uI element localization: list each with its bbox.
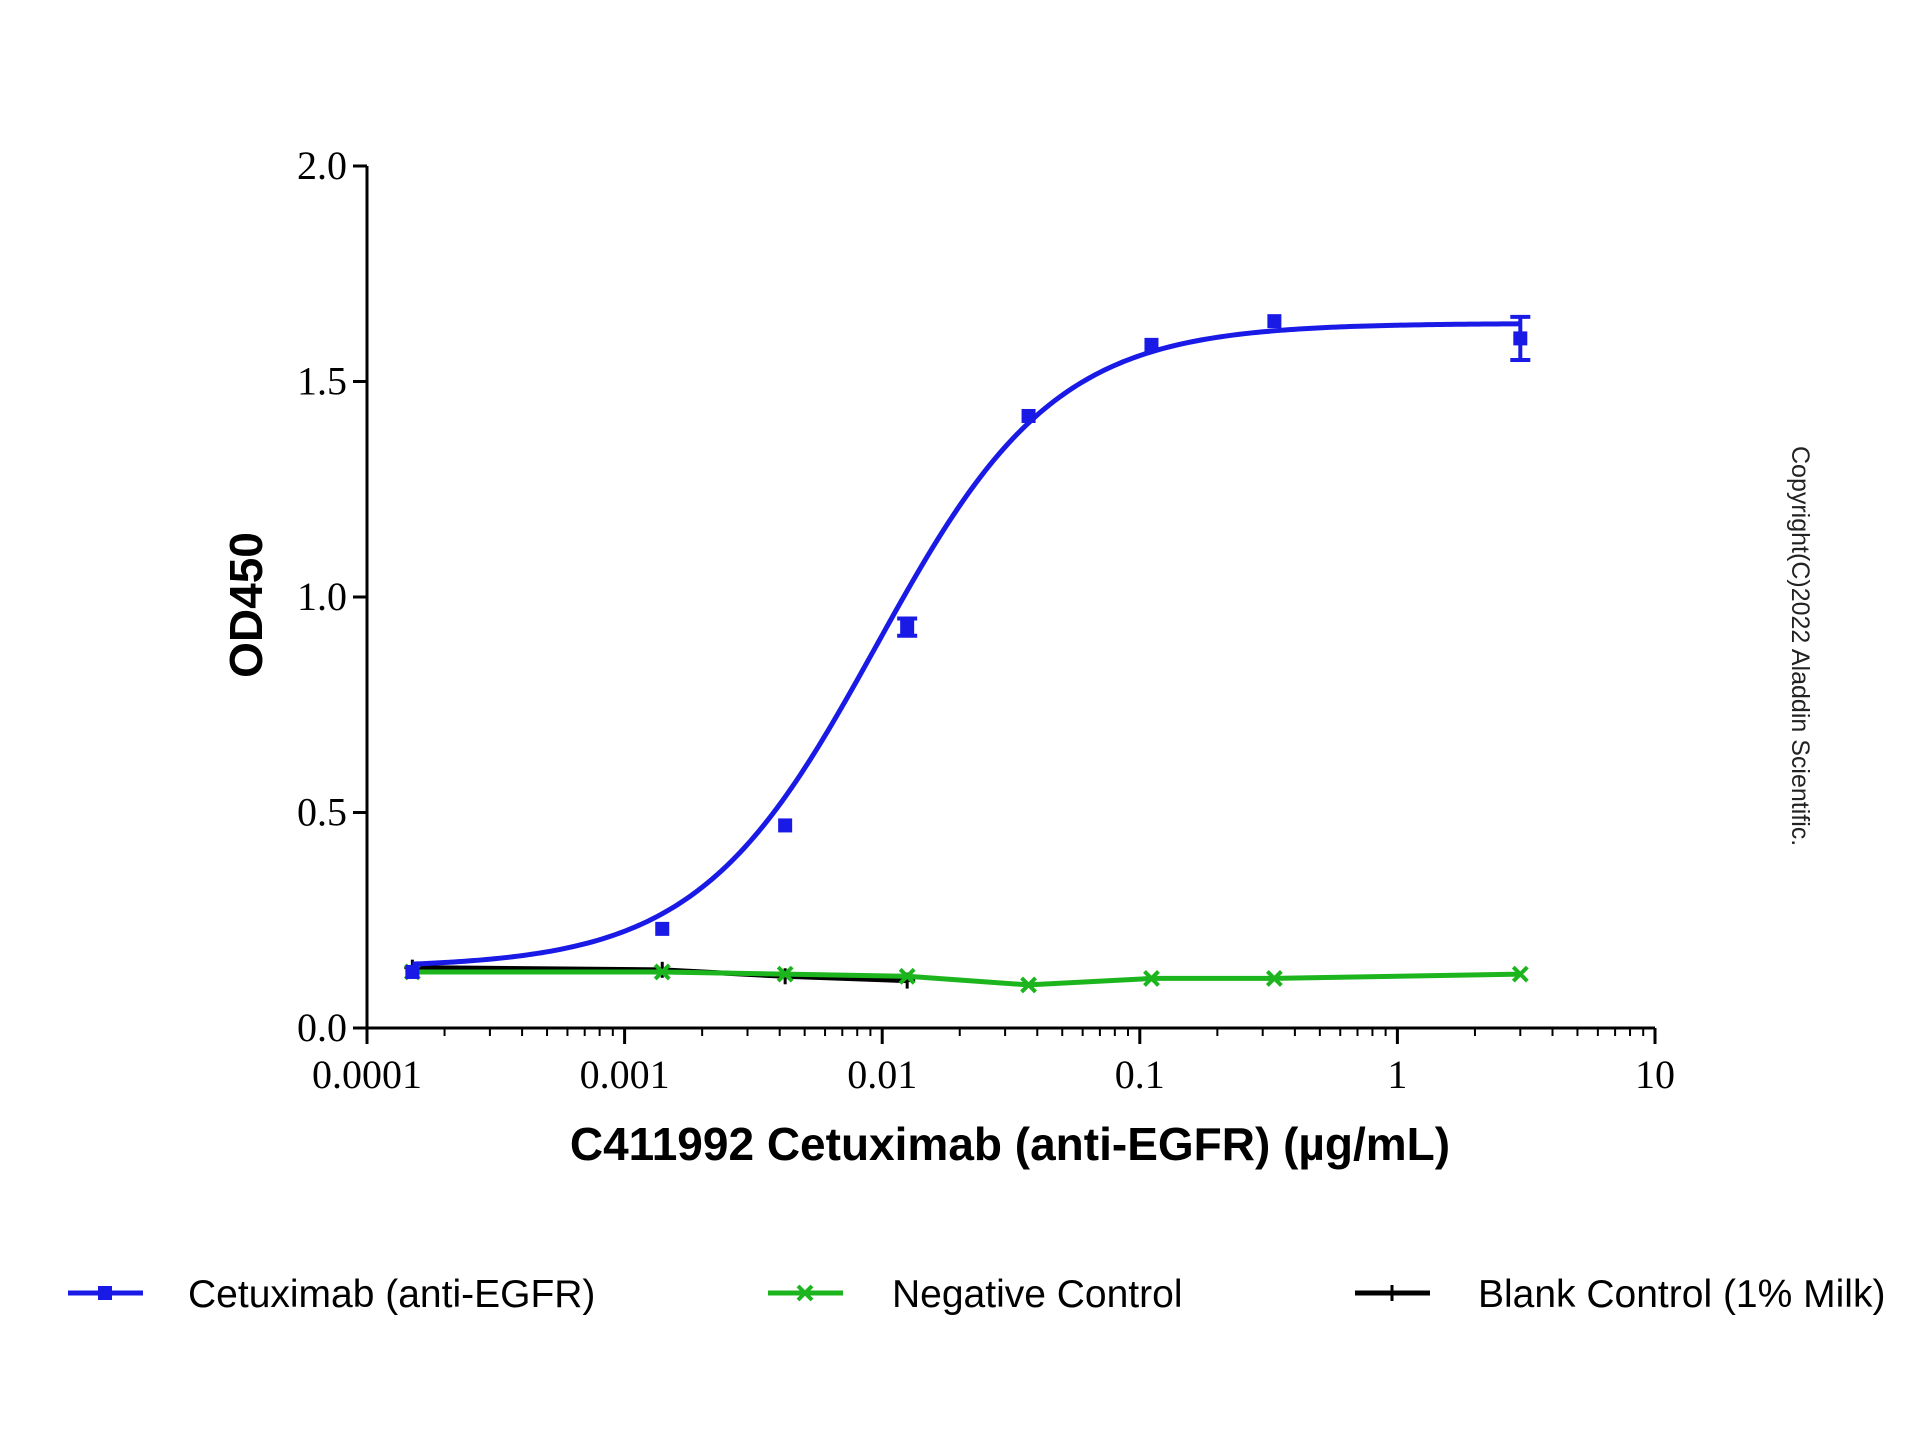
data-point-stroke <box>1143 970 1160 987</box>
axes: 0.0 0.5 1.0 1.5 2.0 0.0001 0.001 0.01 0.1 1 10 <box>297 143 1675 1097</box>
y-ticks: 0.0 0.5 1.0 1.5 2.0 <box>297 143 367 1050</box>
y-axis-title: OD450 <box>220 532 272 678</box>
data-point <box>1511 965 1529 983</box>
data-point <box>900 620 915 635</box>
data-point <box>1143 970 1160 987</box>
data-point <box>1020 976 1037 994</box>
data-point <box>655 921 670 936</box>
data-point <box>1513 331 1528 346</box>
plot-area <box>403 314 1531 994</box>
data-point <box>778 818 793 833</box>
data-point <box>405 964 420 979</box>
data-point <box>1144 337 1159 352</box>
x-tick-label: 0.1 <box>1115 1052 1165 1097</box>
x-tick-label: 0.0001 <box>312 1052 422 1097</box>
y-tick-label: 0.0 <box>297 1005 347 1050</box>
data-point-stroke <box>1511 965 1529 983</box>
data-point <box>1267 314 1282 329</box>
x-axis-title: C411992 Cetuximab (anti-EGFR) (µg/mL) <box>570 1118 1450 1170</box>
data-point-stroke <box>898 967 916 985</box>
y-tick-label: 2.0 <box>297 143 347 188</box>
y-tick-label: 1.0 <box>297 574 347 619</box>
data-point <box>776 965 794 983</box>
legend-marker <box>796 1284 814 1302</box>
x-tick-label: 0.01 <box>847 1052 917 1097</box>
legend-label: Blank Control (1% Milk) <box>1478 1273 1885 1316</box>
x-tick-label: 0.001 <box>580 1052 670 1097</box>
data-point <box>653 963 671 981</box>
series-0 <box>405 314 1531 979</box>
x-tick-label: 10 <box>1635 1052 1675 1097</box>
data-point-stroke <box>776 965 794 983</box>
series-line <box>412 321 1521 967</box>
x-tick-label: 1 <box>1387 1052 1407 1097</box>
series-line <box>412 969 1521 988</box>
legend-marker-stroke <box>796 1284 814 1302</box>
legend-marker <box>1384 1285 1400 1301</box>
legend-label: Negative Control <box>892 1273 1182 1316</box>
data-point-stroke <box>1265 970 1283 987</box>
legend-marker <box>98 1286 112 1300</box>
data-point <box>1265 970 1283 987</box>
legend-item: Blank Control (1% Milk) <box>1355 1273 1885 1316</box>
y-tick-label: 0.5 <box>297 790 347 835</box>
data-point-stroke <box>1020 976 1037 994</box>
data-point <box>898 967 916 985</box>
legend-label: Cetuximab (anti-EGFR) <box>188 1273 595 1316</box>
copyright-text: Copyright(C)2022 Aladdin Scientific. <box>1786 446 1814 846</box>
legend-item: Cetuximab (anti-EGFR) <box>68 1273 595 1316</box>
y-tick-label: 1.5 <box>297 359 347 404</box>
data-point-stroke <box>653 963 671 981</box>
legend-item: Negative Control <box>768 1273 1182 1316</box>
data-point <box>1021 408 1036 423</box>
x-ticks: 0.0001 0.001 0.01 0.1 1 10 <box>312 1028 1675 1097</box>
legend: Cetuximab (anti-EGFR) Negative Control Bla… <box>68 1273 1885 1316</box>
